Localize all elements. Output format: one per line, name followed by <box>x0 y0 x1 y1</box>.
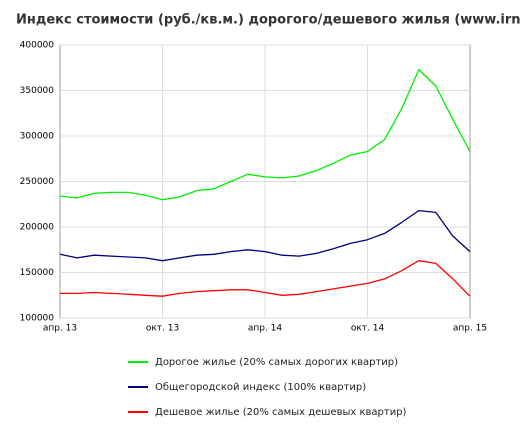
x-tick-label: апр. 14 <box>248 324 283 334</box>
series-line <box>60 260 471 297</box>
y-tick-label: 400000 <box>20 41 55 51</box>
y-tick-label: 200000 <box>20 223 55 233</box>
legend-label: Общегородской индекс (100% квартир) <box>155 382 366 393</box>
legend-label: Дешевое жилье (20% самых дешевых квартир… <box>155 407 407 418</box>
y-tick-label: 150000 <box>20 268 55 278</box>
x-tick-label: окт. 13 <box>146 324 179 334</box>
series-line <box>59 68 471 201</box>
y-tick-label: 250000 <box>20 177 55 187</box>
chart-title: Индекс стоимости (руб./кв.м.) дорогого/д… <box>16 13 520 28</box>
y-tick-label: 350000 <box>20 86 55 96</box>
legend-label: Дорогое жилье (20% самых дорогих квартир… <box>155 357 398 368</box>
x-tick-label: апр. 15 <box>453 324 487 334</box>
x-tick-label: окт. 14 <box>351 324 385 334</box>
y-tick-label: 300000 <box>20 132 55 142</box>
x-tick-label: апр. 13 <box>43 324 77 334</box>
series-line <box>59 209 471 262</box>
y-tick-label: 100000 <box>20 314 55 324</box>
